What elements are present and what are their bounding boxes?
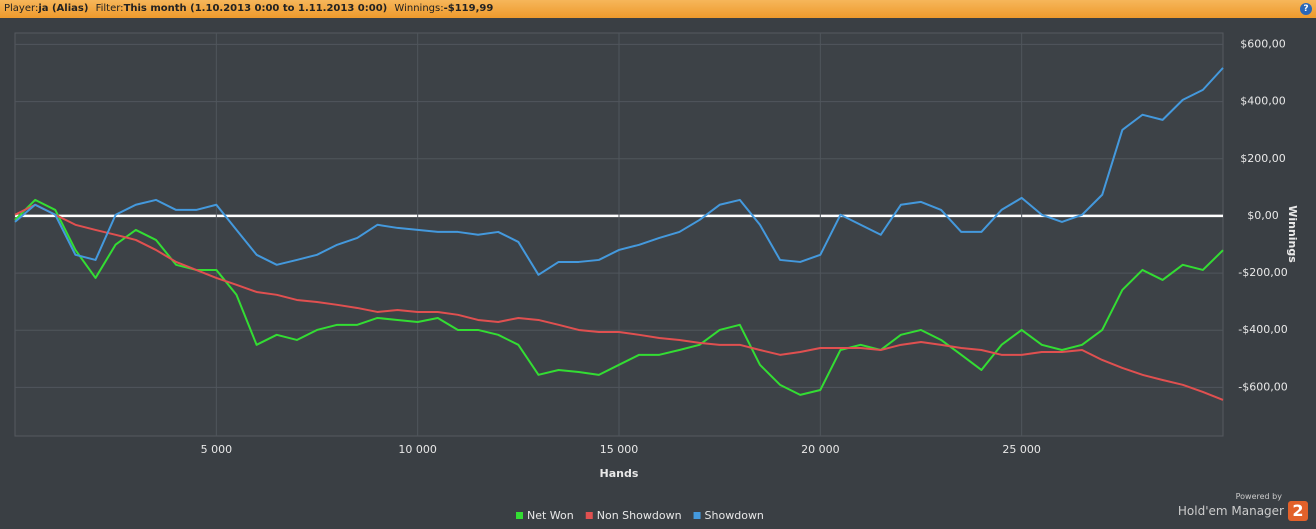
legend-swatch: [585, 512, 593, 519]
y-tick-label: -$200,00: [1238, 266, 1287, 279]
legend-label: Net Won: [527, 509, 574, 522]
x-tick-label: 15 000: [600, 443, 639, 456]
player: ja (Alias): [38, 3, 89, 14]
series-line: [14, 198, 1224, 396]
legend-swatch: [516, 512, 523, 519]
winnings-label: Winnings:: [394, 3, 444, 14]
y-tick-label: $200,00: [1240, 152, 1286, 165]
series-line: [14, 203, 1224, 401]
x-axis-title: Hands: [600, 467, 639, 480]
branding: Powered by Hold'em Manager 2: [1177, 491, 1308, 521]
version-logo: 2: [1288, 501, 1308, 521]
y-axis-title: Winnings: [1286, 205, 1299, 263]
y-tick-label: $600,00: [1240, 37, 1286, 50]
x-tick-label: 25 000: [1002, 443, 1041, 456]
y-tick-label: -$400,00: [1238, 323, 1287, 336]
player-label: Player:: [4, 3, 39, 14]
filter-label: Filter:: [95, 3, 124, 14]
x-tick-label: 5 000: [201, 443, 233, 456]
powered-by: Powered by: [1235, 491, 1282, 501]
legend-label: Non Showdown: [597, 509, 682, 522]
x-tick-label: 10 000: [398, 443, 437, 456]
y-tick-label: $0,00: [1247, 209, 1279, 222]
y-tick-label: -$600,00: [1238, 380, 1287, 393]
winnings: -$119,99: [443, 3, 494, 14]
series-line: [14, 67, 1224, 276]
x-tick-label: 20 000: [801, 443, 840, 456]
filter: This month (1.10.2013 0:00 to 1.11.2013 …: [123, 3, 388, 14]
legend-label: Showdown: [705, 509, 764, 522]
filter-bar: Player:ja (Alias) Filter:This month (1.1…: [0, 0, 1316, 18]
help-button[interactable]: ?: [1300, 3, 1312, 15]
product: Hold'em Manager: [1177, 504, 1284, 518]
legend-swatch: [693, 512, 701, 519]
y-tick-label: $400,00: [1240, 95, 1286, 108]
